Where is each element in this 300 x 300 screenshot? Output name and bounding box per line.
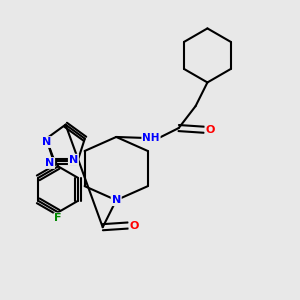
Text: N: N (69, 154, 78, 165)
Text: N: N (42, 137, 51, 147)
Text: O: O (129, 220, 139, 230)
Text: N: N (45, 158, 54, 168)
Text: O: O (206, 125, 215, 135)
Text: NH: NH (142, 133, 160, 143)
Text: N: N (112, 195, 121, 205)
Text: F: F (54, 213, 62, 224)
